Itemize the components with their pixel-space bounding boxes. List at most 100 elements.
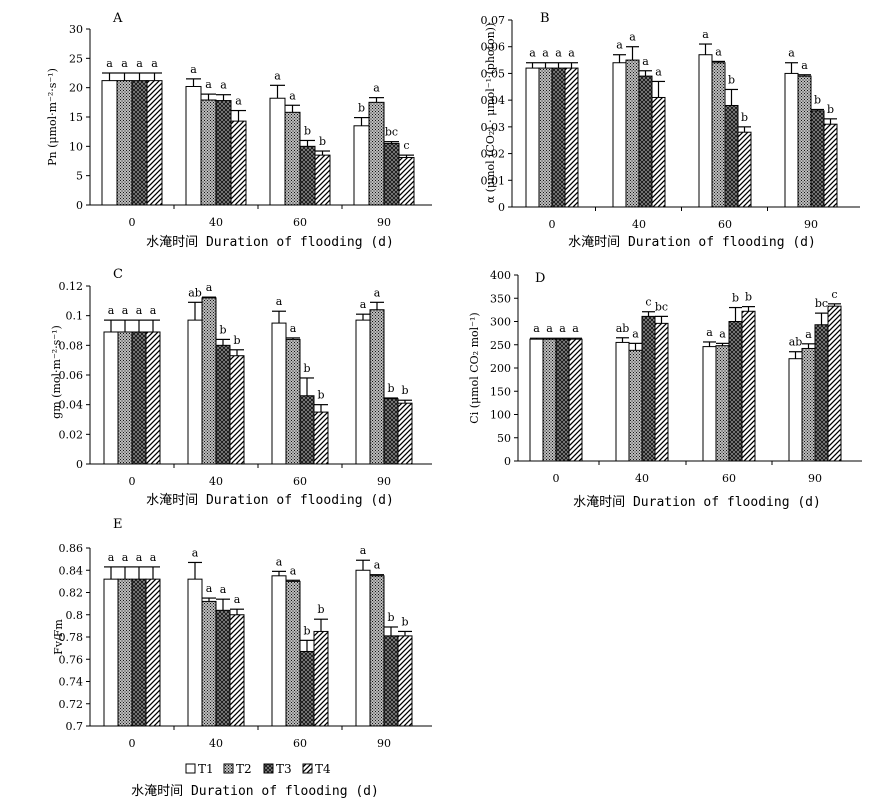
bar-t4 [737,131,752,208]
significance-label: b [233,334,240,347]
bar-t4 [823,123,838,208]
significance-label: b [401,384,408,397]
significance-label: c [403,139,409,152]
bar-t3 [131,80,148,206]
bar-t3 [814,324,829,462]
y-tick-label: 0.01 [481,174,506,187]
y-tick-label: 0.8 [66,609,84,622]
y-tick-label: 0.03 [481,121,506,134]
significance-label: a [220,79,227,92]
panel-e-xlabel: 水淹时间 Duration of flooding (d) [131,784,379,799]
significance-label: a [555,47,562,60]
significance-label: b [745,291,752,304]
significance-label: a [136,304,143,317]
significance-label: b [827,103,834,116]
bar-t3 [215,344,231,465]
significance-label: bc [655,300,668,313]
bar-t1 [185,85,202,206]
panel-d-xlabel: 水淹时间 Duration of flooding (d) [573,495,821,510]
x-tick-label: 40 [209,216,223,229]
bar-t1 [269,97,286,206]
significance-label: a [805,328,812,341]
significance-label: b [358,102,365,115]
bar-t2 [711,62,726,208]
bar-t1 [271,575,287,727]
significance-label: a [655,65,662,78]
bar-t3 [641,315,656,462]
y-tick-label: 50 [497,432,511,445]
significance-label: a [360,298,367,311]
significance-label: b [319,135,326,148]
significance-label: a [190,63,197,76]
significance-label: a [616,39,623,52]
panel-a-xlabel: 水淹时间 Duration of flooding (d) [146,235,394,250]
bar-t2 [628,349,643,462]
bar-t4 [564,67,579,208]
y-tick-label: 30 [69,23,83,36]
significance-label: a [122,551,129,564]
significance-label: a [801,59,808,72]
panel-b-plot: 0 0.01 0.02 0.03 0.04 0.05 0.06 0.07 0 40 60 90 α (μ… [481,14,860,231]
significance-label: ab [789,336,803,349]
significance-label: a [150,304,157,317]
panel-a-letter: A [112,11,123,26]
significance-label: a [289,89,296,102]
bar-t2 [625,59,640,208]
y-tick-label: 0 [504,455,511,468]
bar-t1 [271,322,287,465]
x-tick-label: 90 [377,737,391,750]
x-tick-label: 0 [129,737,136,750]
panel-c: C 0 0.02 0.04 0.06 0.08 0.1 0.12 0 40 60 90 gm (mol… [50,267,432,508]
bar-t2 [715,345,730,462]
panel-e: E 0.7 0.72 0.74 0.76 0.78 0.8 0.82 0.84 0.86 0 40 6… [52,517,432,799]
significance-label: b [732,292,739,305]
y-tick-label: 0.76 [59,653,84,666]
significance-label: b [219,323,226,336]
bar-t1 [702,346,717,462]
significance-label: a [235,95,242,108]
bar-t2 [369,575,385,727]
significance-label: b [401,615,408,628]
significance-label: ab [616,322,630,335]
significance-label: bc [385,126,398,139]
bar-t4 [313,630,329,727]
y-tick-label: 0.7 [66,720,84,733]
bar-t3 [551,67,566,208]
y-tick-label: 0.86 [59,542,84,555]
panel-d-letter: D [535,271,545,286]
bar-t4 [229,614,245,727]
legend-label-t4: T4 [315,762,331,776]
y-tick-label: 0.78 [59,631,84,644]
bar-t1 [355,569,371,727]
y-axis-label: Ci (μmol CO₂ mol⁻¹) [468,312,481,423]
significance-label: a [205,78,212,91]
significance-label: a [206,582,213,595]
significance-label: a [274,69,281,82]
significance-label: a [122,304,129,317]
y-tick-label: 0.02 [481,148,506,161]
y-tick-label: 400 [490,269,511,282]
significance-label: a [290,322,297,335]
bar-t2 [285,338,301,465]
legend-swatch-t4 [302,763,313,774]
significance-label: a [546,322,553,335]
bar-t3 [383,635,399,727]
bar-t4 [145,331,161,465]
bar-t4 [313,411,329,465]
bar-t4 [146,80,163,206]
bar-t1 [525,67,540,208]
y-tick-label: 0.06 [59,369,84,382]
y-tick-label: 15 [69,111,83,124]
panel-e-letter: E [113,517,123,532]
x-tick-label: 60 [718,218,732,231]
bar-t2 [116,80,133,206]
bar-t4 [314,154,331,206]
bar-t1 [103,578,119,727]
y-tick-label: 200 [490,362,511,375]
significance-label: bc [815,297,828,310]
bar-t3 [383,398,399,465]
significance-label: a [374,286,381,299]
significance-label: c [831,288,837,301]
